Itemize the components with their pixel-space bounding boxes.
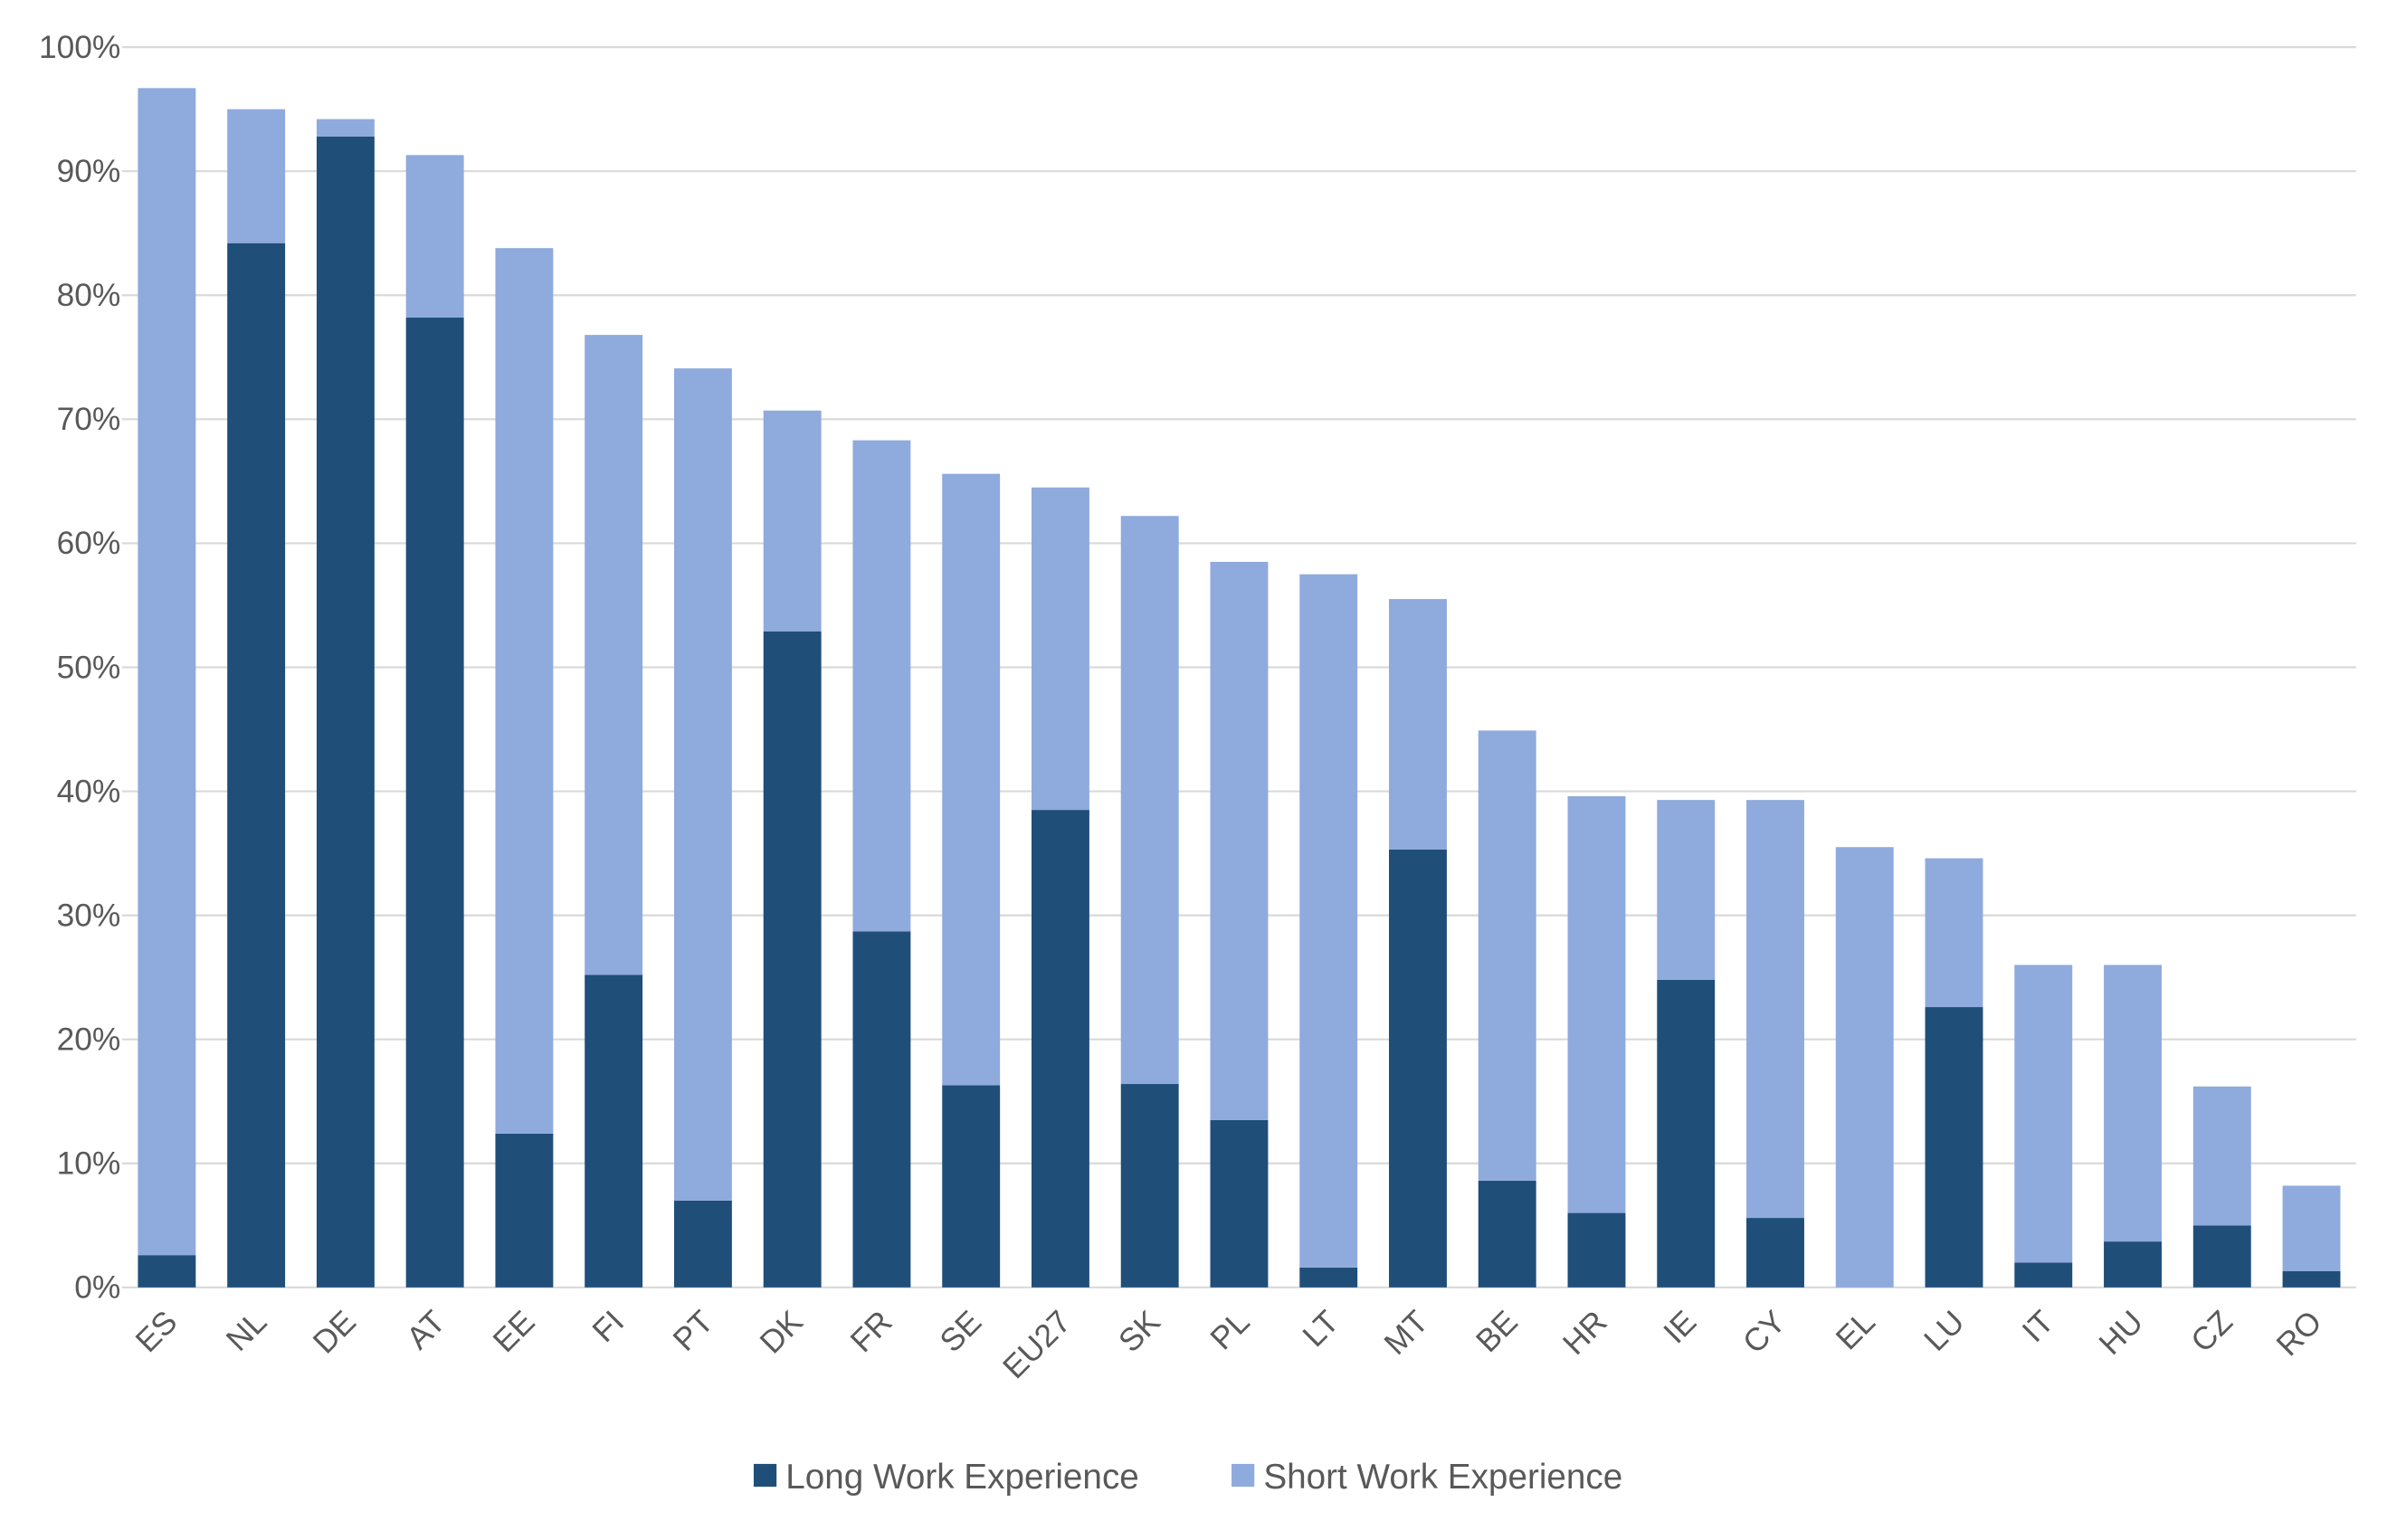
y-tick-label: 90%: [57, 154, 121, 189]
y-tick-label: 80%: [57, 278, 121, 313]
legend: Long Work Experience Short Work Experienc…: [753, 1458, 1622, 1497]
x-category-label: IE: [1657, 1304, 1703, 1350]
bar-FR-short-work-experience: [852, 440, 911, 932]
bar-LU-short-work-experience: [1925, 858, 1983, 1008]
bar-LT-long-work-experience: [1299, 1267, 1358, 1288]
x-category-label: ES: [129, 1304, 185, 1359]
y-tick-label: 50%: [57, 650, 121, 685]
bar-NL-long-work-experience: [227, 242, 286, 1288]
bar-EU27-long-work-experience: [1031, 810, 1089, 1288]
bar-SE-long-work-experience: [942, 1085, 1001, 1288]
bar-MT-short-work-experience: [1389, 599, 1447, 850]
bar-RO-short-work-experience: [2282, 1185, 2341, 1271]
x-category-label: PL: [1203, 1304, 1256, 1356]
x-category-label: MT: [1377, 1304, 1435, 1362]
legend-swatch: [753, 1463, 777, 1488]
x-category-label: HU: [2093, 1304, 2151, 1362]
x-category-label: LU: [1917, 1304, 1971, 1357]
bar-HR-short-work-experience: [1567, 796, 1626, 1213]
bar-DK-short-work-experience: [763, 410, 822, 632]
x-axis-categories: ES NL DE AT EE FI PT DK FR SE EU27 SK PL LT MT BE HR IE CY…: [129, 1304, 2329, 1385]
y-tick-label: 40%: [57, 774, 121, 809]
x-category-label: FR: [844, 1304, 899, 1359]
legend-swatch: [1232, 1463, 1255, 1488]
x-category-label: AT: [400, 1304, 452, 1356]
bar-EU27-short-work-experience: [1031, 487, 1089, 811]
x-category-label: SK: [1112, 1304, 1167, 1359]
bar-HU-short-work-experience: [2104, 965, 2162, 1242]
bar-LT-short-work-experience: [1299, 574, 1358, 1268]
bar-DK-long-work-experience: [763, 631, 822, 1288]
bar-FI-long-work-experience: [585, 974, 643, 1288]
bar-AT-long-work-experience: [405, 317, 464, 1288]
x-category-label: DK: [754, 1304, 811, 1361]
y-tick-label: 0%: [74, 1270, 120, 1306]
y-tick-label: 70%: [57, 402, 121, 437]
bar-MT-long-work-experience: [1389, 849, 1447, 1288]
x-category-label: LT: [1296, 1304, 1346, 1354]
bar-RO-long-work-experience: [2282, 1270, 2341, 1288]
bar-HU-long-work-experience: [2104, 1241, 2162, 1288]
y-tick-label: 100%: [39, 30, 120, 65]
bar-SK-long-work-experience: [1120, 1084, 1179, 1288]
x-category-label: RO: [2270, 1304, 2329, 1363]
x-category-label: PT: [667, 1304, 720, 1357]
x-category-label: IT: [2016, 1304, 2061, 1349]
x-category-label: EL: [1830, 1304, 1882, 1356]
x-category-label: CY: [1736, 1304, 1793, 1360]
bar-LU-long-work-experience: [1925, 1007, 1983, 1288]
bar-FI-short-work-experience: [585, 335, 643, 975]
bar-BE-long-work-experience: [1478, 1180, 1536, 1288]
bar-IT-long-work-experience: [2014, 1262, 2073, 1288]
x-category-label: BE: [1469, 1304, 1525, 1359]
bar-CY-short-work-experience: [1746, 800, 1804, 1219]
bar-PL-short-work-experience: [1210, 561, 1269, 1120]
bar-CZ-long-work-experience: [2192, 1225, 2251, 1288]
bar-ES-long-work-experience: [138, 1255, 196, 1288]
x-category-label: EU27: [996, 1304, 1078, 1385]
bar-PT-long-work-experience: [673, 1200, 732, 1288]
bar-EE-short-work-experience: [495, 248, 554, 1134]
bar-EL-short-work-experience: [1835, 847, 1894, 1288]
x-category-label: EE: [487, 1304, 542, 1359]
bar-AT-short-work-experience: [405, 155, 464, 318]
bar-DE-short-work-experience: [316, 119, 375, 137]
legend-label: Long Work Experience: [785, 1458, 1139, 1497]
bar-EE-long-work-experience: [495, 1133, 554, 1288]
bar-CY-long-work-experience: [1746, 1218, 1804, 1288]
bar-NL-short-work-experience: [227, 109, 286, 243]
y-tick-label: 10%: [57, 1146, 121, 1182]
legend-label: Short Work Experience: [1263, 1458, 1622, 1497]
bar-PL-long-work-experience: [1210, 1119, 1269, 1288]
bar-HR-long-work-experience: [1567, 1212, 1626, 1288]
bar-CZ-short-work-experience: [2192, 1086, 2251, 1226]
bar-DE-long-work-experience: [316, 136, 375, 1288]
bars: [138, 88, 2341, 1288]
x-category-label: CZ: [2184, 1304, 2240, 1359]
x-category-label: HR: [1556, 1304, 1614, 1362]
bar-BE-short-work-experience: [1478, 730, 1536, 1181]
bar-IE-long-work-experience: [1657, 979, 1716, 1288]
y-axis-ticks: 0% 10% 20% 30% 40% 50% 60% 70% 80% 90% 100%: [39, 30, 120, 1306]
bar-SK-short-work-experience: [1120, 516, 1179, 1085]
x-category-label: SE: [933, 1304, 988, 1359]
x-category-label: FI: [586, 1304, 632, 1349]
x-category-label: NL: [220, 1304, 273, 1357]
y-tick-label: 30%: [57, 898, 121, 933]
bar-PT-short-work-experience: [673, 368, 732, 1201]
bar-FR-long-work-experience: [852, 931, 911, 1288]
bar-IT-short-work-experience: [2014, 965, 2073, 1263]
bar-SE-short-work-experience: [942, 473, 1001, 1086]
y-tick-label: 20%: [57, 1022, 121, 1057]
x-category-label: DE: [307, 1304, 363, 1360]
bar-ES-short-work-experience: [138, 88, 196, 1256]
bar-IE-short-work-experience: [1657, 800, 1716, 980]
y-tick-label: 60%: [57, 526, 121, 561]
